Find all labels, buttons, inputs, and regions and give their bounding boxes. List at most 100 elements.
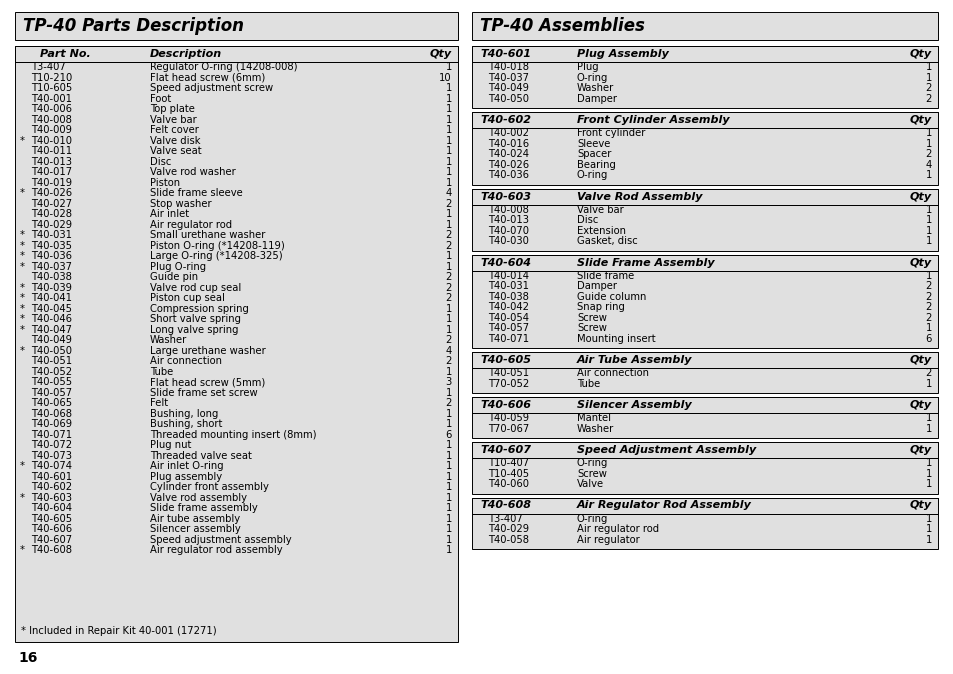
Text: T40-603: T40-603 bbox=[479, 191, 531, 202]
Text: Threaded valve seat: Threaded valve seat bbox=[150, 451, 252, 461]
Text: T40-051: T40-051 bbox=[488, 368, 529, 378]
Text: Guide pin: Guide pin bbox=[150, 272, 198, 282]
Text: Speed adjustment assembly: Speed adjustment assembly bbox=[150, 534, 292, 545]
Text: Qty: Qty bbox=[909, 257, 931, 268]
Text: T40-074: T40-074 bbox=[30, 461, 71, 471]
Text: T40-073: T40-073 bbox=[30, 451, 71, 461]
Text: T40-017: T40-017 bbox=[30, 167, 72, 177]
Text: TP-40 Parts Description: TP-40 Parts Description bbox=[23, 17, 244, 35]
Text: 2: 2 bbox=[924, 281, 931, 291]
Text: T10-405: T10-405 bbox=[488, 468, 529, 479]
Text: 1: 1 bbox=[445, 545, 452, 555]
Text: Felt cover: Felt cover bbox=[150, 125, 198, 135]
Text: 1: 1 bbox=[924, 62, 931, 72]
Text: Damper: Damper bbox=[577, 94, 617, 104]
Text: T40-070: T40-070 bbox=[488, 226, 529, 236]
Text: 1: 1 bbox=[445, 440, 452, 450]
Text: Slide frame sleeve: Slide frame sleeve bbox=[150, 188, 242, 198]
Text: T40-608: T40-608 bbox=[479, 501, 531, 510]
Bar bbox=[472, 255, 937, 348]
Text: T40-009: T40-009 bbox=[30, 125, 71, 135]
Text: Short valve spring: Short valve spring bbox=[150, 314, 241, 324]
Text: T40-037: T40-037 bbox=[30, 262, 71, 272]
Text: 2: 2 bbox=[445, 398, 452, 408]
Text: Extension: Extension bbox=[577, 226, 625, 236]
Text: *: * bbox=[20, 188, 25, 198]
Text: Piston cup seal: Piston cup seal bbox=[150, 293, 225, 303]
Text: T40-601: T40-601 bbox=[479, 49, 531, 59]
Text: Qty: Qty bbox=[430, 49, 452, 59]
Bar bbox=[15, 46, 457, 62]
Text: T40-604: T40-604 bbox=[30, 503, 71, 513]
Text: *: * bbox=[20, 293, 25, 303]
Text: Valve seat: Valve seat bbox=[150, 146, 201, 156]
Text: 1: 1 bbox=[445, 534, 452, 545]
Text: 1: 1 bbox=[445, 451, 452, 461]
Text: Screw: Screw bbox=[577, 468, 606, 479]
Text: 1: 1 bbox=[445, 84, 452, 93]
Text: 2: 2 bbox=[924, 302, 931, 312]
Text: T40-035: T40-035 bbox=[30, 241, 71, 251]
Text: 1: 1 bbox=[924, 215, 931, 225]
Text: 1: 1 bbox=[924, 237, 931, 246]
Text: Front Cylinder Assembly: Front Cylinder Assembly bbox=[577, 115, 729, 125]
Text: T10-210: T10-210 bbox=[30, 73, 72, 83]
Bar bbox=[472, 189, 937, 251]
Text: T40-031: T40-031 bbox=[30, 231, 71, 240]
Text: 1: 1 bbox=[445, 146, 452, 156]
Text: T40-071: T40-071 bbox=[488, 334, 529, 344]
Text: Long valve spring: Long valve spring bbox=[150, 325, 238, 335]
Text: TP-40 Assemblies: TP-40 Assemblies bbox=[479, 17, 644, 35]
Text: 1: 1 bbox=[924, 379, 931, 389]
Text: 1: 1 bbox=[445, 304, 452, 314]
Text: T40-013: T40-013 bbox=[30, 157, 71, 166]
Text: Qty: Qty bbox=[909, 49, 931, 59]
Text: Bushing, short: Bushing, short bbox=[150, 419, 222, 429]
Text: T40-038: T40-038 bbox=[30, 272, 71, 282]
Text: 4: 4 bbox=[924, 160, 931, 170]
Text: 1: 1 bbox=[445, 388, 452, 398]
Text: T40-041: T40-041 bbox=[30, 293, 71, 303]
Text: 2: 2 bbox=[924, 94, 931, 104]
Text: Cylinder front assembly: Cylinder front assembly bbox=[150, 483, 269, 492]
Bar bbox=[472, 397, 937, 438]
Text: Top plate: Top plate bbox=[150, 104, 194, 115]
Text: Qty: Qty bbox=[909, 400, 931, 410]
Text: T40-602: T40-602 bbox=[30, 483, 72, 492]
Text: T40-026: T40-026 bbox=[30, 188, 72, 198]
Text: 1: 1 bbox=[924, 524, 931, 534]
Text: Flat head screw (6mm): Flat head screw (6mm) bbox=[150, 73, 265, 83]
Text: 1: 1 bbox=[924, 458, 931, 468]
Text: T40-026: T40-026 bbox=[488, 160, 529, 170]
Bar bbox=[472, 112, 937, 185]
Text: 1: 1 bbox=[445, 503, 452, 513]
Text: T40-606: T40-606 bbox=[479, 400, 531, 410]
Text: 1: 1 bbox=[924, 424, 931, 434]
Text: 1: 1 bbox=[924, 468, 931, 479]
Text: Qty: Qty bbox=[909, 115, 931, 125]
Text: T40-019: T40-019 bbox=[30, 178, 72, 188]
Text: T40-606: T40-606 bbox=[30, 524, 72, 534]
Text: Silencer assembly: Silencer assembly bbox=[150, 524, 240, 534]
Text: T3-407: T3-407 bbox=[30, 62, 66, 72]
Text: 2: 2 bbox=[445, 335, 452, 345]
Text: Plug Assembly: Plug Assembly bbox=[577, 49, 668, 59]
Text: 1: 1 bbox=[445, 314, 452, 324]
Text: Spacer: Spacer bbox=[577, 149, 611, 159]
Text: Air connection: Air connection bbox=[577, 368, 648, 378]
Text: T40-037: T40-037 bbox=[488, 73, 529, 83]
Text: Qty: Qty bbox=[909, 501, 931, 510]
Text: T40-042: T40-042 bbox=[488, 302, 529, 312]
Bar bbox=[472, 189, 937, 204]
Text: 1: 1 bbox=[924, 479, 931, 489]
Text: T40-055: T40-055 bbox=[30, 377, 72, 388]
Text: Slide frame: Slide frame bbox=[577, 271, 634, 281]
Text: Air tube assembly: Air tube assembly bbox=[150, 514, 240, 524]
Text: 2: 2 bbox=[445, 272, 452, 282]
Text: T40-013: T40-013 bbox=[488, 215, 529, 225]
Text: T40-051: T40-051 bbox=[30, 357, 72, 366]
Text: 1: 1 bbox=[924, 514, 931, 524]
Text: Front cylinder: Front cylinder bbox=[577, 128, 644, 138]
Text: Speed Adjustment Assembly: Speed Adjustment Assembly bbox=[577, 445, 756, 455]
Text: Washer: Washer bbox=[150, 335, 187, 345]
